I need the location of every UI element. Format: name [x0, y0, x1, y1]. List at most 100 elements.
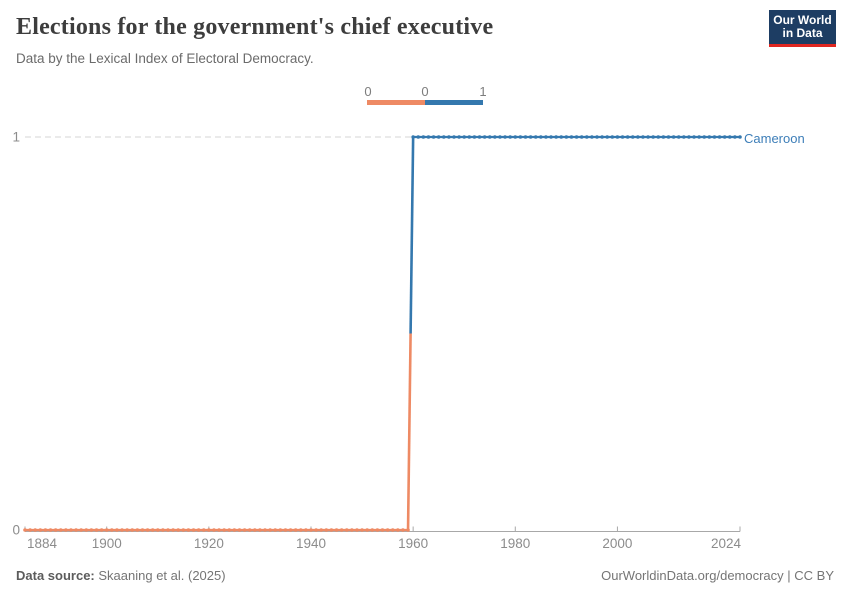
data-point[interactable]: [452, 135, 456, 139]
data-point[interactable]: [58, 528, 63, 532]
series-dots[interactable]: [23, 528, 410, 532]
data-point[interactable]: [120, 528, 124, 532]
data-point[interactable]: [636, 135, 640, 139]
data-point[interactable]: [610, 135, 615, 139]
data-point[interactable]: [176, 528, 181, 532]
data-point[interactable]: [258, 528, 262, 532]
data-point[interactable]: [707, 135, 712, 139]
data-point[interactable]: [421, 135, 426, 139]
data-point[interactable]: [722, 135, 727, 139]
data-point[interactable]: [191, 528, 196, 532]
data-point[interactable]: [314, 528, 318, 532]
data-point[interactable]: [431, 135, 436, 139]
data-point[interactable]: [641, 135, 645, 139]
data-point[interactable]: [145, 528, 150, 532]
data-point[interactable]: [630, 135, 635, 139]
data-point[interactable]: [687, 135, 691, 139]
data-point[interactable]: [253, 528, 257, 532]
data-point[interactable]: [53, 528, 58, 532]
data-point[interactable]: [738, 135, 742, 139]
data-point[interactable]: [426, 135, 431, 139]
data-point[interactable]: [150, 528, 155, 532]
plot-area[interactable]: 1884 1900 1920 1940 1960 1980 2000 2024 0 1: [0, 110, 850, 570]
data-point[interactable]: [273, 528, 278, 532]
data-point[interactable]: [370, 528, 375, 532]
data-point[interactable]: [569, 135, 574, 139]
data-point[interactable]: [115, 528, 119, 532]
data-point[interactable]: [161, 528, 165, 532]
data-point[interactable]: [64, 528, 68, 532]
data-point[interactable]: [733, 135, 737, 139]
data-point[interactable]: [518, 135, 523, 139]
data-point[interactable]: [140, 528, 145, 532]
data-point[interactable]: [201, 528, 206, 532]
data-point[interactable]: [539, 135, 543, 139]
data-point[interactable]: [528, 135, 533, 139]
data-point[interactable]: [186, 528, 191, 532]
data-point[interactable]: [334, 528, 339, 532]
data-point[interactable]: [227, 528, 232, 532]
data-point[interactable]: [447, 135, 451, 139]
data-point[interactable]: [207, 528, 211, 532]
data-point[interactable]: [487, 135, 492, 139]
data-point[interactable]: [324, 528, 329, 532]
footer-link[interactable]: OurWorldinData.org/democracy | CC BY: [601, 568, 834, 583]
data-point[interactable]: [661, 135, 666, 139]
data-point[interactable]: [620, 135, 625, 139]
data-point[interactable]: [702, 135, 707, 139]
data-point[interactable]: [309, 528, 313, 532]
data-point[interactable]: [666, 135, 671, 139]
data-point[interactable]: [48, 528, 53, 532]
data-point[interactable]: [416, 135, 421, 139]
data-point[interactable]: [283, 528, 288, 532]
data-point[interactable]: [278, 528, 283, 532]
data-point[interactable]: [242, 528, 247, 532]
data-point[interactable]: [692, 135, 696, 139]
legend-swatch-one[interactable]: [425, 100, 483, 105]
data-point[interactable]: [288, 528, 293, 532]
data-point[interactable]: [625, 135, 630, 139]
data-point[interactable]: [298, 528, 303, 532]
data-point[interactable]: [682, 135, 686, 139]
data-point[interactable]: [171, 528, 175, 532]
data-point[interactable]: [595, 135, 599, 139]
data-point[interactable]: [94, 528, 99, 532]
data-point[interactable]: [436, 135, 441, 139]
data-point[interactable]: [247, 528, 252, 532]
data-point[interactable]: [493, 135, 497, 139]
data-point[interactable]: [365, 528, 369, 532]
legend-swatch-zero[interactable]: [367, 100, 425, 105]
data-point[interactable]: [462, 135, 467, 139]
data-point[interactable]: [513, 135, 518, 139]
data-point[interactable]: [615, 135, 620, 139]
data-point[interactable]: [477, 135, 482, 139]
data-point[interactable]: [717, 135, 722, 139]
data-point[interactable]: [411, 135, 415, 139]
data-point[interactable]: [676, 135, 681, 139]
data-point[interactable]: [329, 528, 334, 532]
data-point[interactable]: [646, 135, 650, 139]
data-point[interactable]: [212, 528, 216, 532]
data-point[interactable]: [544, 135, 548, 139]
data-point[interactable]: [523, 135, 528, 139]
data-point[interactable]: [584, 135, 589, 139]
data-point[interactable]: [503, 135, 507, 139]
data-point[interactable]: [110, 528, 114, 532]
data-point[interactable]: [69, 528, 73, 532]
data-point[interactable]: [130, 528, 135, 532]
data-point[interactable]: [217, 528, 221, 532]
data-point[interactable]: [33, 528, 38, 532]
data-point[interactable]: [467, 135, 472, 139]
data-point[interactable]: [605, 135, 610, 139]
data-point[interactable]: [319, 528, 324, 532]
data-point[interactable]: [671, 135, 676, 139]
data-point[interactable]: [375, 528, 380, 532]
data-point[interactable]: [590, 135, 594, 139]
data-point[interactable]: [380, 528, 385, 532]
data-point[interactable]: [564, 135, 569, 139]
data-point[interactable]: [727, 135, 732, 139]
data-point[interactable]: [293, 528, 298, 532]
owid-logo[interactable]: Our World in Data: [769, 10, 836, 47]
series-dots[interactable]: [411, 135, 742, 139]
data-point[interactable]: [74, 528, 78, 532]
